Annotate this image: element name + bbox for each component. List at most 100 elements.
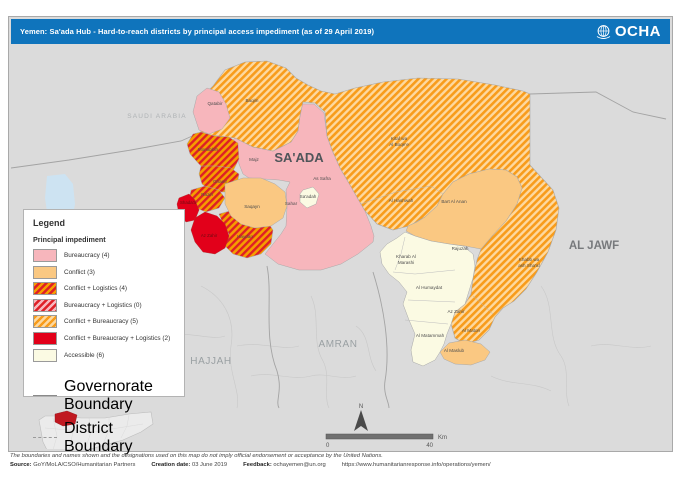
source-value: GoY/MoLA/CSO/Humanitarian Partners bbox=[33, 462, 136, 468]
governorate-boundaries bbox=[11, 91, 667, 409]
legend-boundary-label: District Boundary bbox=[64, 419, 133, 455]
footer-meta: Source: GoY/MoLA/CSO/Humanitarian Partne… bbox=[10, 462, 672, 468]
label-qatabir: Qatabir bbox=[207, 101, 223, 106]
label-bart-al-anan: Bart Al Anan bbox=[441, 199, 467, 204]
legend-swatch bbox=[33, 331, 57, 345]
legend-item-label: Conflict + Bureaucracy (5) bbox=[64, 318, 139, 326]
legend-title: Legend bbox=[33, 218, 66, 228]
legend-boundary-label: Governorate Boundary bbox=[64, 377, 153, 413]
label-al-humaydat: Al Humaydat bbox=[416, 285, 443, 290]
label-al-hashwah: Al Hashwah bbox=[389, 198, 414, 203]
legend-item-accessible: Accessible (6) bbox=[33, 348, 175, 362]
districts-cbl bbox=[176, 193, 230, 255]
legend-swatch bbox=[33, 282, 57, 296]
legend-item-bureaucracy-logistics: Bureaucracy + Logistics (0) bbox=[33, 298, 175, 312]
legend-item-label: Conflict + Bureaucracy + Logistics (2) bbox=[64, 334, 171, 342]
legend-swatch bbox=[33, 298, 57, 312]
scale-end: 40 bbox=[426, 443, 433, 449]
source-label: Source: bbox=[10, 462, 32, 468]
district-bart-al-anan bbox=[405, 168, 523, 250]
accessible-internal-boundaries bbox=[392, 236, 456, 325]
inset-yemen-map bbox=[38, 410, 154, 449]
label-al-matammah: Al Matammah bbox=[416, 333, 445, 338]
scale-bar: 0 40 Km bbox=[325, 433, 447, 449]
label-shadaa: Shada'a bbox=[180, 200, 197, 205]
legend-boundary-solid: Governorate Boundary bbox=[33, 378, 175, 414]
label-saqayn: Saqayn bbox=[244, 204, 260, 209]
legend-swatch bbox=[33, 249, 57, 262]
map-svg: SAUDI ARABIA SA'ADA AL JAWF AMRAN HAJJAH… bbox=[11, 60, 667, 449]
label-majz: Majz bbox=[249, 157, 259, 162]
label-kharab-line1: Kharab Al bbox=[396, 254, 416, 259]
legend-item-label: Bureaucracy (4) bbox=[64, 252, 110, 259]
map-sheet: Yemen: Sa'ada Hub - Hard-to-reach distri… bbox=[8, 16, 673, 455]
district-saqayn bbox=[224, 177, 288, 229]
legend-boundary-dashed: District Boundary bbox=[33, 420, 175, 456]
legend-swatch bbox=[33, 348, 57, 362]
label-az-zahir-jawf: Az Zahir bbox=[447, 309, 465, 314]
label-kharab-line2: Marashi bbox=[398, 260, 414, 265]
footer: The boundaries and names shown and the d… bbox=[10, 453, 672, 468]
legend-item-conflict: Conflict (3) bbox=[33, 265, 175, 279]
label-hajjah-governorate: HAJJAH bbox=[190, 356, 231, 367]
label-al-maton: Al Maton bbox=[462, 328, 481, 333]
label-haydan: Haydan bbox=[237, 234, 253, 239]
governorate-boundary-line-sample bbox=[33, 395, 57, 397]
creation-date-label: Creation date: bbox=[151, 462, 191, 468]
districts-conflict-logistics bbox=[186, 131, 274, 259]
label-kitaf-line1: Kitaf wa bbox=[391, 136, 408, 141]
website-url: https://www.humanitarianresponse.info/op… bbox=[341, 462, 491, 468]
legend-item-conflict-logistics: Conflict + Logistics (4) bbox=[33, 282, 175, 296]
legend-items: Bureaucracy (4) Conflict (3) Conflict + Lo… bbox=[33, 249, 175, 362]
hatched-internal-boundaries bbox=[360, 185, 494, 315]
north-label: N bbox=[359, 404, 363, 410]
scale-unit: Km bbox=[438, 435, 447, 441]
title-bar: Yemen: Sa'ada Hub - Hard-to-reach distri… bbox=[11, 19, 670, 44]
label-khabb-line2: ash Sha'af bbox=[518, 263, 540, 268]
label-razih: Razih bbox=[201, 192, 213, 197]
legend-swatch bbox=[33, 315, 57, 329]
legend-swatch bbox=[33, 265, 57, 279]
district-saadah-city bbox=[299, 186, 320, 209]
label-al-jawf-governorate: AL JAWF bbox=[569, 240, 619, 252]
scale-start: 0 bbox=[326, 443, 330, 449]
ocha-wordmark: OCHA bbox=[614, 23, 661, 40]
label-amran-governorate: AMRAN bbox=[318, 339, 357, 350]
label-rajuzah: Rajuzah bbox=[452, 246, 469, 251]
label-saudi-arabia: SAUDI ARABIA bbox=[127, 113, 187, 120]
label-kitaf-line2: Al Boqe'e bbox=[389, 142, 409, 147]
legend-item-label: Conflict (3) bbox=[64, 268, 95, 276]
district-al-maslub bbox=[439, 339, 491, 366]
creation-date-value: 03 June 2019 bbox=[191, 462, 228, 468]
label-az-zahir-saada: Az Zahir bbox=[201, 233, 218, 238]
label-baqim: Baqim bbox=[245, 98, 258, 103]
feedback-label: Feedback: bbox=[243, 462, 272, 468]
label-khabb-line1: Khabb wa bbox=[519, 257, 540, 262]
ocha-logo: OCHA bbox=[595, 23, 661, 40]
legend-item-label: Conflict + Logistics (4) bbox=[64, 285, 128, 293]
legend-item-conflict-bureaucracy: Conflict + Bureaucracy (5) bbox=[33, 315, 175, 329]
legend-boundaries: Governorate Boundary District Boundary bbox=[33, 378, 175, 456]
label-saada-governorate: SA'ADA bbox=[274, 150, 324, 165]
map-title: Yemen: Sa'ada Hub - Hard-to-reach distri… bbox=[20, 27, 375, 36]
legend-item-bureaucracy: Bureaucracy (4) bbox=[33, 249, 175, 262]
district-qatabir bbox=[192, 87, 231, 135]
label-saadah-city: Sa'adah bbox=[300, 194, 317, 199]
north-arrow-icon: N bbox=[354, 404, 368, 431]
label-ghamr: Ghamr bbox=[213, 179, 228, 184]
label-as-safra: As Safra bbox=[313, 176, 331, 181]
label-sahar: Sahar bbox=[285, 201, 298, 206]
district-accessible-mass bbox=[379, 231, 476, 367]
district-boundary-line-sample bbox=[33, 437, 57, 439]
legend-item-label: Bureaucracy + Logistics (0) bbox=[64, 301, 142, 309]
legend-subtitle: Principal impediment bbox=[33, 235, 106, 244]
label-al-maslub: Al Maslub bbox=[444, 348, 465, 353]
legend-panel: Legend Principal impediment Bureaucracy … bbox=[23, 209, 185, 455]
legend-item-label: Accessible (6) bbox=[64, 351, 105, 359]
district-az-zahir-saada bbox=[190, 211, 230, 255]
legend-item-conflict-bureaucracy-logistics: Conflict + Bureaucracy + Logistics (2) bbox=[33, 331, 175, 345]
label-monabbih: Monabbih bbox=[198, 147, 219, 152]
disclaimer-text: The boundaries and names shown and the d… bbox=[10, 453, 383, 459]
feedback-value: ochayemen@un.org bbox=[273, 462, 326, 468]
inset-saada-highlight bbox=[54, 410, 78, 427]
